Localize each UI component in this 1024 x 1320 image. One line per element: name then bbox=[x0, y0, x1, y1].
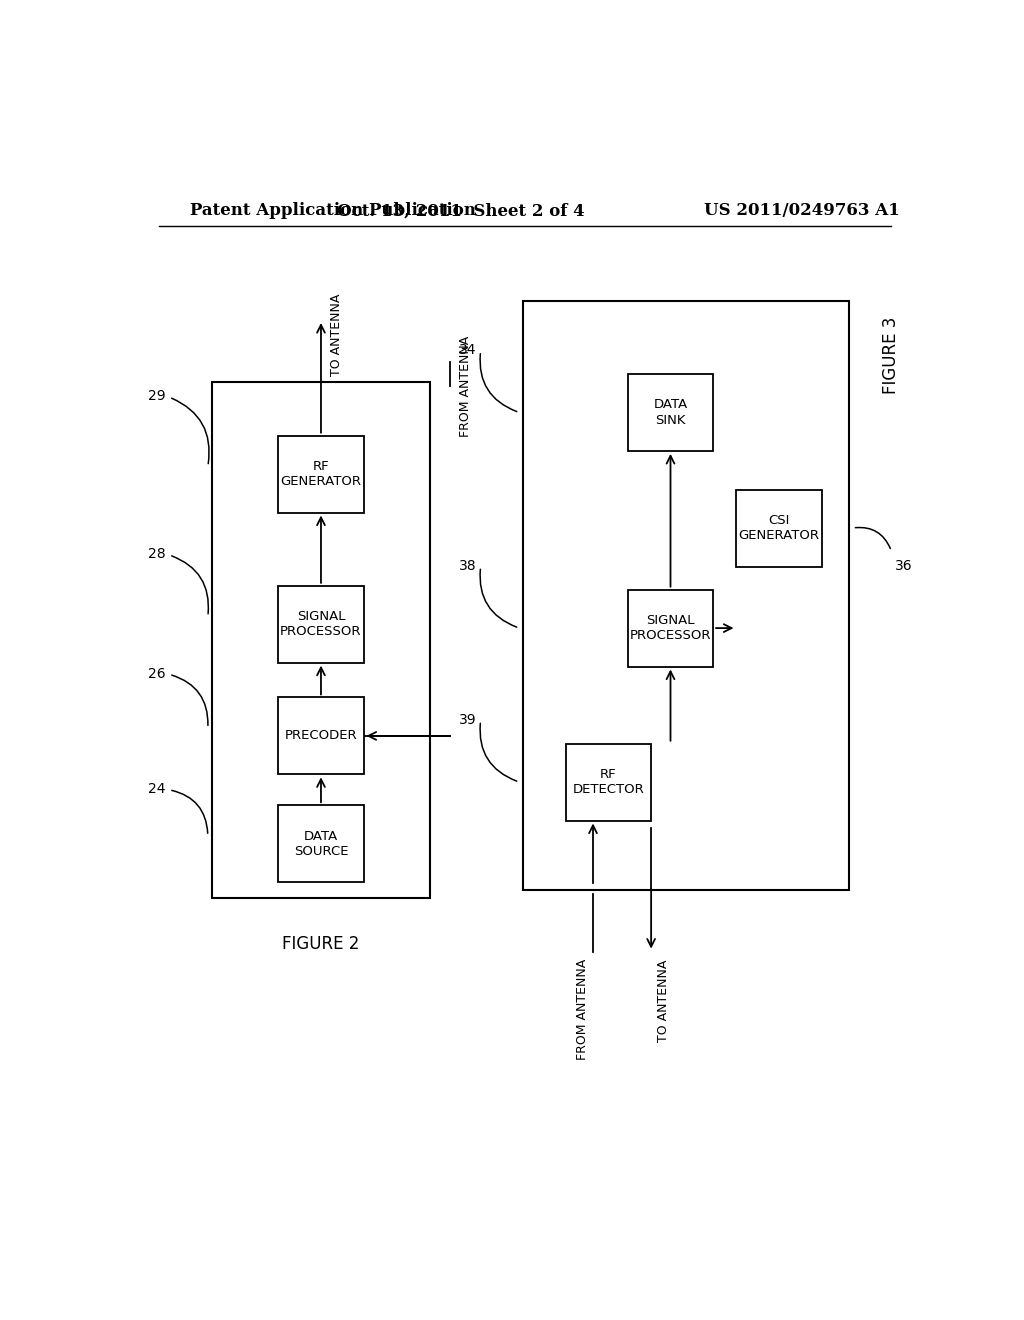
Text: 36: 36 bbox=[895, 558, 912, 573]
Bar bbox=[628, 590, 713, 667]
Bar bbox=[279, 805, 364, 882]
Text: 28: 28 bbox=[147, 548, 165, 561]
Text: US 2011/0249763 A1: US 2011/0249763 A1 bbox=[705, 202, 900, 219]
Text: 29: 29 bbox=[147, 389, 165, 404]
Text: FIGURE 3: FIGURE 3 bbox=[883, 317, 900, 393]
Text: Patent Application Publication: Patent Application Publication bbox=[190, 202, 476, 219]
Text: TO ANTENNA: TO ANTENNA bbox=[331, 293, 343, 375]
Text: DATA
SINK: DATA SINK bbox=[653, 399, 688, 426]
Text: SIGNAL
PROCESSOR: SIGNAL PROCESSOR bbox=[281, 610, 361, 639]
Text: Oct. 13, 2011  Sheet 2 of 4: Oct. 13, 2011 Sheet 2 of 4 bbox=[338, 202, 585, 219]
Bar bbox=[628, 374, 713, 451]
Bar bbox=[279, 586, 364, 663]
Bar bbox=[566, 743, 651, 821]
Text: TO ANTENNA: TO ANTENNA bbox=[657, 960, 671, 1041]
Text: 38: 38 bbox=[459, 558, 477, 573]
Text: FROM ANTENNA: FROM ANTENNA bbox=[459, 335, 472, 437]
Bar bbox=[736, 490, 821, 566]
Text: CSI
GENERATOR: CSI GENERATOR bbox=[738, 513, 819, 543]
Text: RF
DETECTOR: RF DETECTOR bbox=[572, 768, 644, 796]
Text: FIGURE 2: FIGURE 2 bbox=[283, 935, 359, 953]
Text: 24: 24 bbox=[147, 781, 165, 796]
Bar bbox=[523, 301, 849, 890]
Text: SIGNAL
PROCESSOR: SIGNAL PROCESSOR bbox=[630, 614, 712, 642]
Text: 26: 26 bbox=[147, 667, 165, 681]
Text: 34: 34 bbox=[459, 343, 477, 358]
Text: 39: 39 bbox=[459, 713, 477, 727]
Text: RF
GENERATOR: RF GENERATOR bbox=[281, 461, 361, 488]
Bar bbox=[212, 381, 430, 898]
Bar bbox=[279, 436, 364, 512]
Bar bbox=[279, 697, 364, 775]
Text: DATA
SOURCE: DATA SOURCE bbox=[294, 830, 348, 858]
Text: FROM ANTENNA: FROM ANTENNA bbox=[577, 960, 589, 1060]
Text: PRECODER: PRECODER bbox=[285, 730, 357, 742]
